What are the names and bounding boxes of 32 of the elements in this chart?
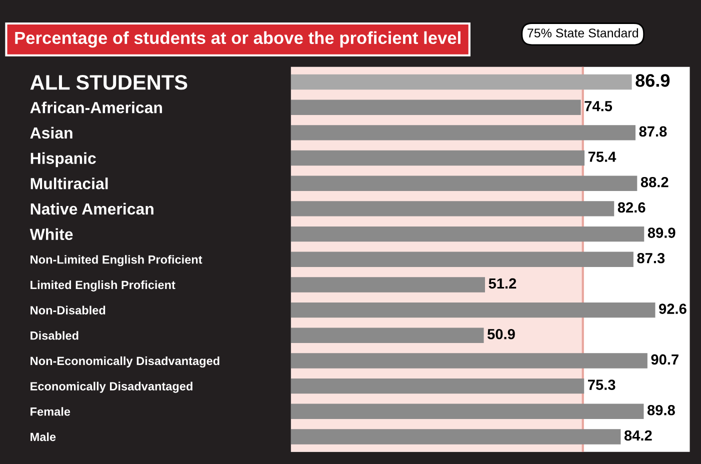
chart-title: Percentage of students at or above the proficient level (15, 31, 460, 48)
y-tick-label: Non-Limited English Proficient (30, 255, 202, 266)
data-label: 74.5 (584, 101, 612, 112)
data-label: 50.9 (488, 328, 515, 340)
data-label: 75.3 (588, 380, 616, 390)
data-label: 90.7 (651, 354, 678, 365)
y-tick-label: Multiracial (30, 178, 108, 190)
data-label: 87.8 (639, 126, 667, 137)
data-label: 84.2 (624, 430, 652, 441)
data-label: 92.6 (659, 304, 686, 314)
y-tick-label: Limited English Proficient (30, 280, 176, 292)
ref-line-label: 75% State Standard (528, 28, 638, 38)
y-tick-label: White (30, 228, 73, 240)
data-label: 87.3 (637, 252, 665, 264)
y-tick-label: Hispanic (30, 152, 96, 168)
y-tick-label: African-American (30, 102, 162, 114)
y-tick-label: Native American (30, 202, 154, 215)
data-label: 82.6 (618, 202, 646, 213)
y-tick-label: Asian (30, 126, 72, 139)
data-label: 86.9 (636, 74, 670, 87)
data-label: 51.2 (488, 278, 516, 289)
y-tick-label: Economically Disadvantaged (30, 382, 192, 393)
data-label: 89.9 (648, 228, 676, 238)
data-label: 88.2 (640, 176, 668, 188)
y-tick-label: Non-Economically Disadvantaged (30, 356, 220, 368)
y-tick-label: Non-Disabled (30, 306, 106, 314)
y-tick-label: Female (30, 407, 70, 416)
y-tick-label: Disabled (30, 331, 78, 340)
y-tick-label: Male (30, 432, 56, 442)
y-tick-label: ALL STUDENTS (30, 75, 188, 90)
data-label: 89.8 (647, 404, 675, 416)
data-label: 75.4 (588, 152, 616, 162)
